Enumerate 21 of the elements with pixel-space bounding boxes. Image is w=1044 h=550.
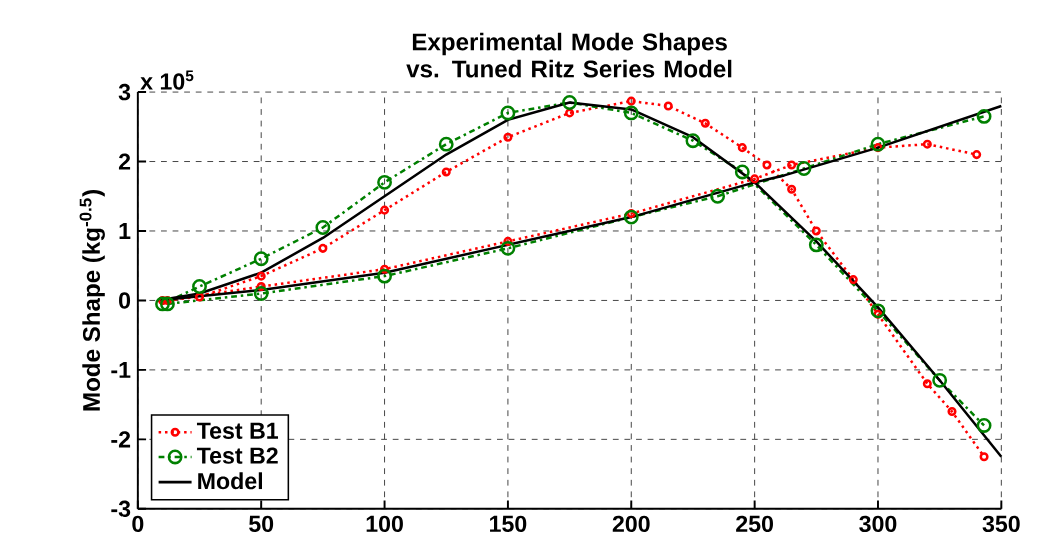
y-axis-title: Mode Shape (kg$^{-0.5}$) <box>79 189 105 411</box>
x-tick-label: 150 <box>490 515 527 532</box>
x-tick-label: 50 <box>249 515 274 532</box>
y-tick-label: 1 <box>119 222 131 239</box>
y-tick-label: -3 <box>111 500 131 517</box>
x-tick-label: 250 <box>736 515 773 532</box>
y-tick-label: 0 <box>119 292 131 309</box>
legend-label: Test B2 <box>196 447 278 464</box>
x-tick-label: 0 <box>132 515 144 532</box>
x-tick-label: 200 <box>612 515 650 532</box>
chart-title: Experimental Mode Shapes vs. Tuned Ritz Series Model <box>406 32 732 78</box>
legend-label: Test B1 <box>196 422 279 439</box>
x-tick-label: 100 <box>366 515 403 532</box>
text: x 10$^{5}$ <box>140 70 194 90</box>
x-tick-label: 350 <box>982 515 1020 532</box>
y-tick-label: 2 <box>118 153 131 170</box>
y-tick-label: 3 <box>118 83 131 101</box>
legend-label: Model <box>198 472 262 490</box>
y-tick-label: -1 <box>111 361 131 378</box>
x-tick-label: 300 <box>859 515 897 532</box>
y-tick-label: -2 <box>111 431 131 448</box>
